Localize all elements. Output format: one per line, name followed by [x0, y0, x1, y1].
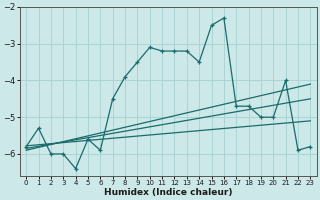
X-axis label: Humidex (Indice chaleur): Humidex (Indice chaleur) — [104, 188, 233, 197]
